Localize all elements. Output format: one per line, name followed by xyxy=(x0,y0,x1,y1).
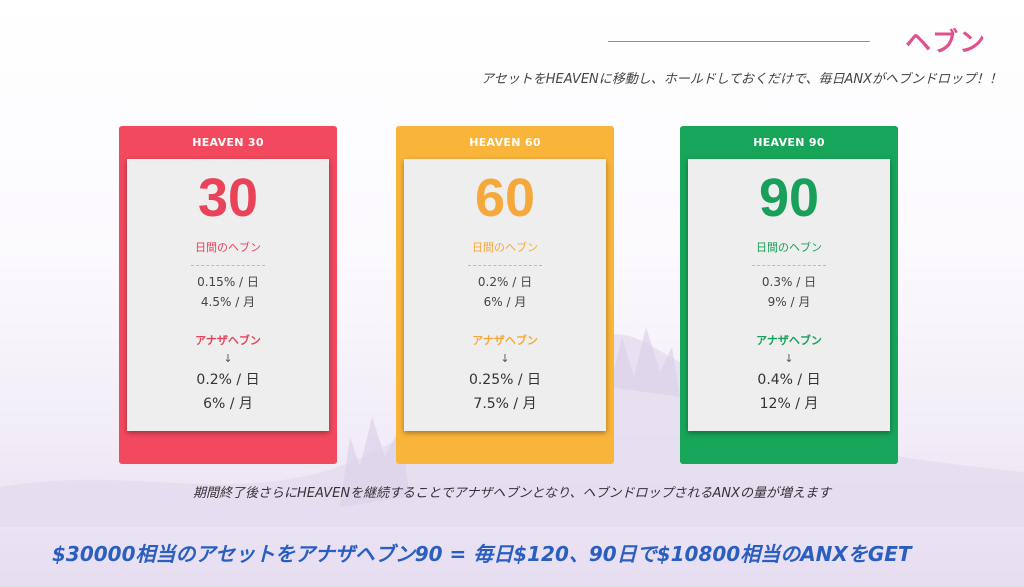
another-daily-rate: 0.4% / 日 xyxy=(757,372,821,388)
card-title: HEAVEN 90 xyxy=(753,136,825,149)
monthly-rate: 6% / 月 xyxy=(483,295,527,309)
example-footer: $30000相当のアセットをアナザヘブン90 = 毎日$120、90日で$108… xyxy=(52,542,912,566)
days-label: 日間のヘブン xyxy=(756,241,822,254)
card-body: 30 日間のヘブン 0.15% / 日 4.5% / 月 アナザヘブン ↓ 0.… xyxy=(127,159,329,431)
days-number: 30 xyxy=(197,168,259,228)
dashed-divider xyxy=(191,265,265,266)
days-number: 60 xyxy=(474,168,536,228)
another-monthly-rate: 6% / 月 xyxy=(203,396,253,412)
daily-rate: 0.15% / 日 xyxy=(197,275,259,289)
days-label: 日間のヘブン xyxy=(195,241,261,254)
heaven-90-card: HEAVEN 90 90 日間のヘブン 0.3% / 日 9% / 月 アナザヘ… xyxy=(680,126,898,464)
dashed-divider xyxy=(752,265,826,266)
page-title: ヘブン xyxy=(905,28,987,58)
dashed-divider xyxy=(468,265,542,266)
heaven-60-card: HEAVEN 60 60 日間のヘブン 0.2% / 日 6% / 月 アナザヘ… xyxy=(396,126,614,464)
another-heaven-label: アナザヘブン xyxy=(195,334,261,347)
continuation-note: 期間終了後さらにHEAVENを継続することでアナザヘブンとなり、ヘブンドロップさ… xyxy=(192,486,832,501)
monthly-rate: 9% / 月 xyxy=(767,295,811,309)
another-monthly-rate: 12% / 月 xyxy=(759,396,819,412)
card-title: HEAVEN 60 xyxy=(469,136,541,149)
card-title: HEAVEN 30 xyxy=(192,136,264,149)
days-number: 90 xyxy=(758,168,820,228)
card-body: 60 日間のヘブン 0.2% / 日 6% / 月 アナザヘブン ↓ 0.25%… xyxy=(404,159,606,431)
another-monthly-rate: 7.5% / 月 xyxy=(473,396,537,412)
down-arrow-icon: ↓ xyxy=(223,352,233,365)
monthly-rate: 4.5% / 月 xyxy=(200,295,256,309)
another-heaven-label: アナザヘブン xyxy=(756,334,822,347)
down-arrow-icon: ↓ xyxy=(500,352,510,365)
card-body: 90 日間のヘブン 0.3% / 日 9% / 月 アナザヘブン ↓ 0.4% … xyxy=(688,159,890,431)
header-divider-line xyxy=(608,41,870,42)
page-subtitle: アセットをHEAVENに移動し、ホールドしておくだけで、毎日ANXがヘブンドロッ… xyxy=(480,72,1002,87)
daily-rate: 0.2% / 日 xyxy=(477,275,533,289)
another-daily-rate: 0.2% / 日 xyxy=(196,372,260,388)
down-arrow-icon: ↓ xyxy=(784,352,794,365)
heaven-30-card: HEAVEN 30 30 日間のヘブン 0.15% / 日 4.5% / 月 ア… xyxy=(119,126,337,464)
days-label: 日間のヘブン xyxy=(472,241,538,254)
daily-rate: 0.3% / 日 xyxy=(761,275,817,289)
another-heaven-label: アナザヘブン xyxy=(472,334,538,347)
another-daily-rate: 0.25% / 日 xyxy=(468,372,542,388)
